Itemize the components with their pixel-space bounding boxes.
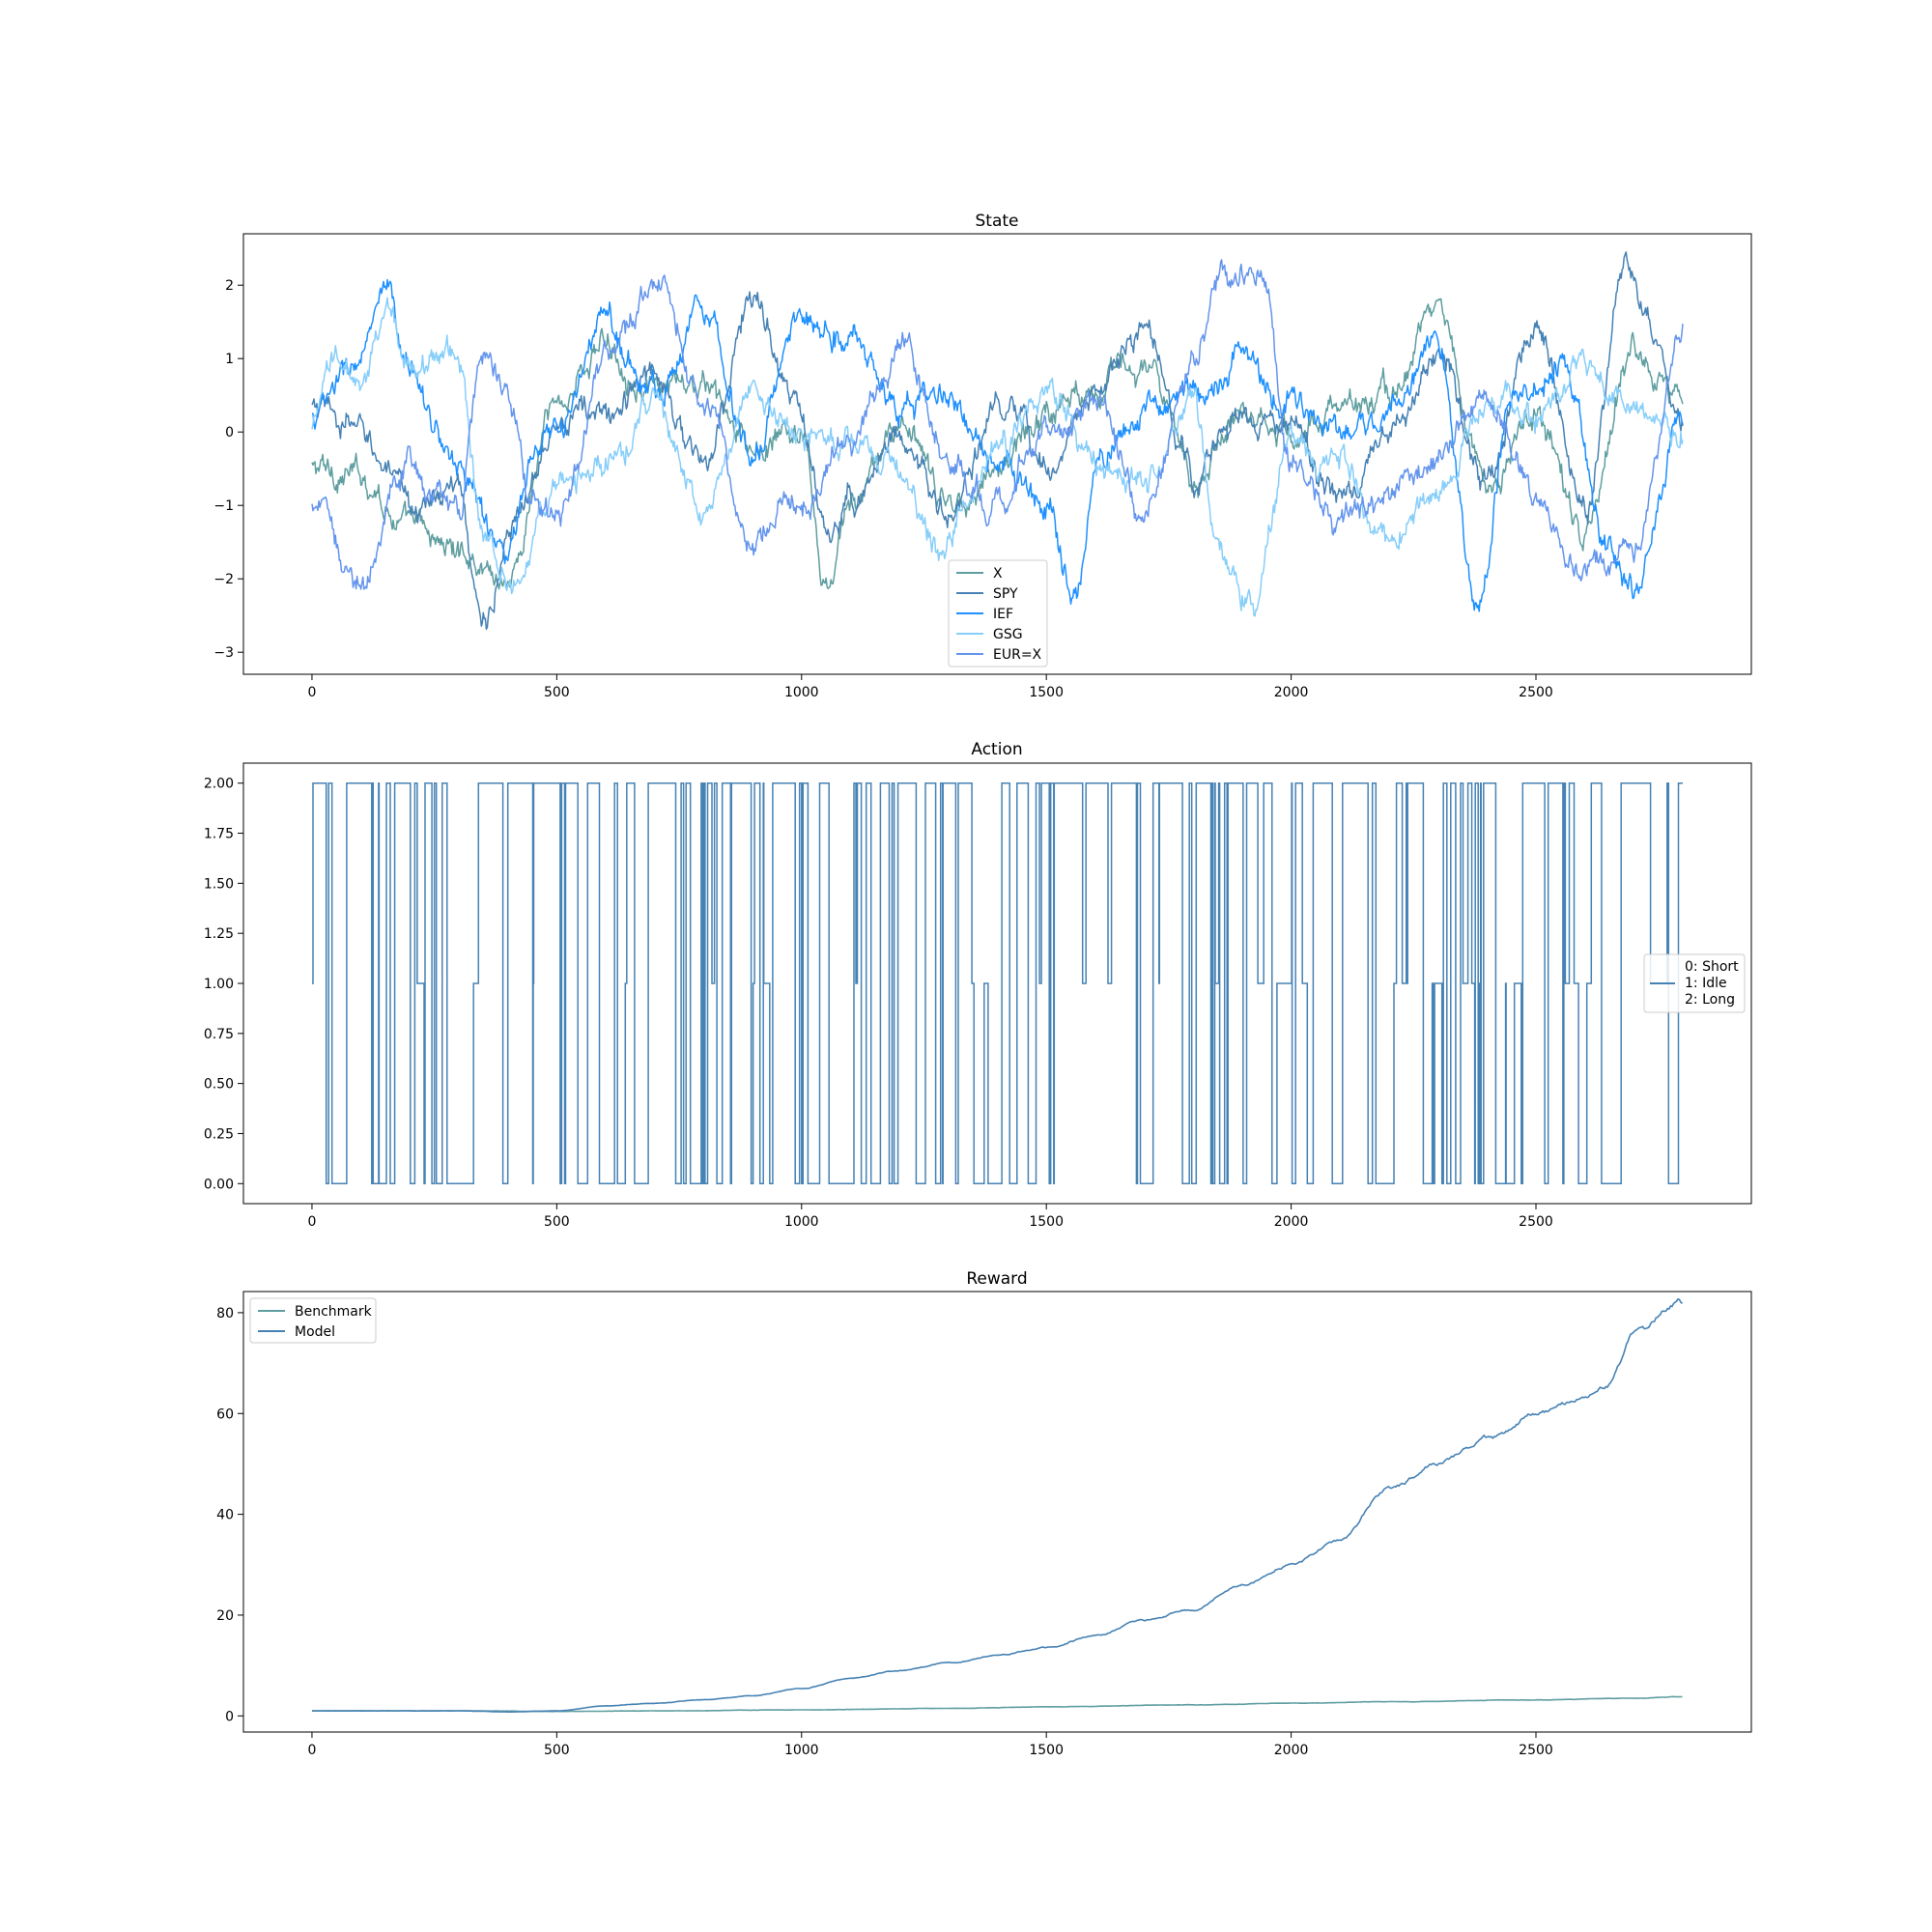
action-xtick-label: 2500: [1519, 1214, 1553, 1230]
state-ytick-label: 2: [225, 278, 234, 294]
action-ytick-label: 1.25: [204, 926, 234, 942]
state-plot-frame: [242, 233, 1752, 675]
action-series-group: [312, 781, 1683, 1185]
reward-panel: Reward 0 500 1000 1500 2000 2500 0 20 40 60 80 Ben…: [216, 1269, 1752, 1758]
state-legend-label-gsg: GSG: [993, 627, 1023, 642]
action-ytick-label: 2.00: [204, 777, 234, 792]
reward-axes: 0 500 1000 1500 2000 2500 0 20 40 60 80: [216, 1306, 1553, 1758]
state-xtick-label: 500: [544, 685, 570, 700]
state-xtick-label: 0: [307, 685, 316, 700]
action-ytick-label: 1.75: [204, 827, 234, 842]
state-xtick-label: 1000: [784, 685, 819, 700]
reward-ytick-label: 80: [216, 1306, 234, 1321]
state-title: State: [976, 212, 1019, 231]
action-xtick-label: 2000: [1274, 1214, 1309, 1230]
state-legend-label-spy: SPY: [993, 586, 1018, 602]
action-ytick-label: 1.50: [204, 876, 234, 892]
reward-series-layer: [311, 1298, 1684, 1713]
reward-ytick-label: 0: [225, 1709, 234, 1724]
reward-series-benchmark: [311, 1695, 1683, 1713]
action-series-layer: [312, 781, 1683, 1185]
state-legend-label-eurx: EUR=X: [993, 647, 1042, 663]
reward-xtick-label: 0: [307, 1743, 316, 1758]
action-axes: 0 500 1000 1500 2000 2500 0.00 0.25 0.50 0.75 1.00…: [204, 777, 1553, 1230]
state-ytick-label: −1: [213, 498, 234, 514]
action-ytick-label: 0.50: [204, 1077, 234, 1093]
reward-legend-label-benchmark: Benchmark: [295, 1304, 373, 1320]
state-xtick-label: 2500: [1519, 685, 1553, 700]
reward-series-model: [312, 1298, 1684, 1713]
reward-xtick-label: 1000: [784, 1743, 819, 1758]
action-xtick-label: 0: [307, 1214, 316, 1230]
state-panel: State 0 500 1000 1500 2000 2500 −3 −2 −1 0 1 2 X SP…: [213, 212, 1752, 700]
action-xtick-label: 1500: [1029, 1214, 1064, 1230]
reward-legend: Benchmark Model: [249, 1297, 377, 1344]
reward-xtick-label: 2000: [1274, 1743, 1309, 1758]
state-legend-label-ief: IEF: [993, 607, 1013, 622]
reward-ytick-label: 20: [216, 1608, 234, 1624]
state-series-layer: [311, 251, 1684, 631]
reward-xtick-label: 500: [544, 1743, 570, 1758]
state-legend-box: [948, 559, 1048, 668]
action-title: Action: [971, 740, 1022, 759]
action-plot-frame: [242, 762, 1752, 1205]
state-series-spy: [311, 251, 1684, 631]
state-ytick-label: −2: [213, 572, 234, 587]
action-xtick-label: 1000: [784, 1214, 819, 1230]
reward-legend-label-model: Model: [295, 1324, 335, 1340]
state-ytick-label: 1: [225, 352, 234, 367]
state-axes: 0 500 1000 1500 2000 2500 −3 −2 −1 0 1 2: [213, 278, 1552, 700]
action-ytick-label: 0.00: [204, 1177, 234, 1192]
state-series-gsg: [311, 297, 1684, 617]
state-legend-label-x: X: [993, 566, 1003, 582]
action-series-line: [312, 781, 1683, 1185]
action-ytick-label: 1.00: [204, 977, 234, 992]
state-xtick-label: 1500: [1029, 685, 1064, 700]
action-ytick-label: 0.75: [204, 1027, 234, 1042]
state-series-ief: [311, 278, 1684, 612]
state-series-eurx: [311, 259, 1684, 590]
reward-ytick-label: 40: [216, 1508, 234, 1523]
action-ytick-label: 0.25: [204, 1126, 234, 1142]
action-legend-box: [1643, 953, 1746, 1013]
action-legend-label-short: 0: Short: [1685, 959, 1739, 975]
action-legend-label-long: 2: Long: [1685, 992, 1735, 1008]
reward-title: Reward: [966, 1269, 1027, 1289]
action-panel: Action 0 500 1000 1500 2000 25000.000.250.500…: [204, 740, 1752, 1230]
reward-xtick-label: 1500: [1029, 1743, 1064, 1758]
reward-plot-frame: [242, 1291, 1752, 1733]
action-xtick-label: 500: [544, 1214, 570, 1230]
state-ytick-label: −3: [213, 645, 234, 661]
action-legend-label-idle: 1: Idle: [1685, 976, 1727, 991]
state-ytick-label: 0: [225, 425, 234, 440]
state-xtick-label: 2000: [1274, 685, 1309, 700]
reward-ytick-label: 60: [216, 1406, 234, 1422]
reward-xtick-label: 2500: [1519, 1743, 1553, 1758]
action-legend: 0: Short 1: Idle 2: Long: [1643, 953, 1746, 1013]
state-series-group: [311, 251, 1684, 631]
state-legend: X SPY IEF GSG EUR=X: [948, 559, 1048, 668]
reward-series-group: [311, 1298, 1684, 1713]
